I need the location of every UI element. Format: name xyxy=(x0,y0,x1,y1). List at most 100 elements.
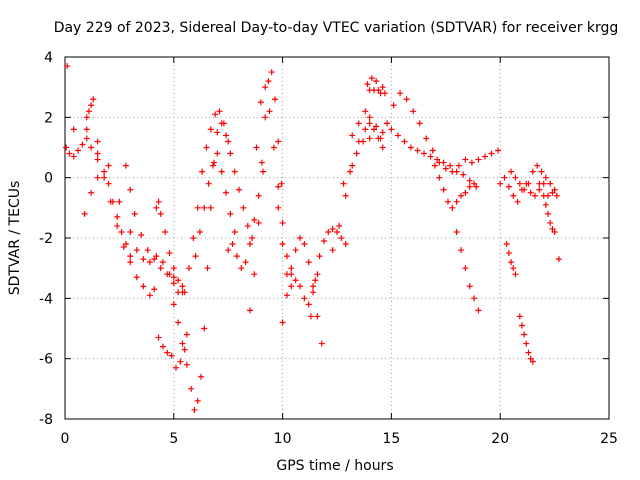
data-point xyxy=(312,277,318,283)
y-tick-label: 4 xyxy=(44,50,53,66)
series-t28 xyxy=(508,163,558,193)
data-point xyxy=(195,205,201,211)
data-point xyxy=(367,114,373,120)
data-point xyxy=(160,344,166,350)
data-point xyxy=(423,135,429,141)
series-t3 xyxy=(82,169,134,259)
data-point xyxy=(334,229,340,235)
data-point xyxy=(164,350,170,356)
data-point xyxy=(206,181,212,187)
x-tick-label: 10 xyxy=(274,431,292,447)
data-point xyxy=(338,235,344,241)
data-point xyxy=(88,190,94,196)
data-point xyxy=(330,247,336,253)
data-point xyxy=(321,238,327,244)
data-point xyxy=(262,84,268,90)
data-point xyxy=(506,184,512,190)
data-point xyxy=(191,407,197,413)
data-point xyxy=(216,108,222,114)
data-point xyxy=(219,169,225,175)
data-point xyxy=(184,332,190,338)
data-point xyxy=(186,265,192,271)
data-point xyxy=(528,190,534,196)
data-point xyxy=(114,223,120,229)
data-point xyxy=(275,184,281,190)
data-point xyxy=(380,84,386,90)
data-point xyxy=(362,108,368,114)
data-point xyxy=(458,193,464,199)
data-point xyxy=(171,280,177,286)
data-point xyxy=(232,169,238,175)
data-point xyxy=(138,232,144,238)
data-point xyxy=(536,181,542,187)
data-point xyxy=(195,398,201,404)
data-point xyxy=(336,223,342,229)
data-point xyxy=(380,129,386,135)
data-point xyxy=(445,199,451,205)
data-point xyxy=(314,313,320,319)
data-point xyxy=(275,205,281,211)
data-point xyxy=(306,259,312,265)
x-tick-label: 5 xyxy=(169,431,178,447)
series-t25 xyxy=(432,163,477,211)
data-point xyxy=(454,199,460,205)
data-point xyxy=(208,126,214,132)
data-point xyxy=(512,271,518,277)
series-t10 xyxy=(182,108,232,295)
data-point xyxy=(259,160,265,166)
data-point xyxy=(449,205,455,211)
series-t27 xyxy=(497,175,560,205)
data-point xyxy=(171,301,177,307)
y-tick-label: 2 xyxy=(44,110,53,126)
data-point xyxy=(84,126,90,132)
series-t31 xyxy=(517,313,536,364)
data-point xyxy=(343,193,349,199)
data-point xyxy=(151,286,157,292)
data-point xyxy=(482,154,488,160)
series-t12 xyxy=(225,169,266,272)
data-point xyxy=(330,226,336,232)
series-t19 xyxy=(330,120,386,253)
series-t17 xyxy=(280,235,325,347)
data-point xyxy=(232,229,238,235)
series-isolated xyxy=(64,63,562,262)
series-t23 xyxy=(378,90,502,174)
data-point xyxy=(280,241,286,247)
data-point xyxy=(458,247,464,253)
data-point xyxy=(360,138,366,144)
y-tick-label: -8 xyxy=(39,412,53,428)
data-point xyxy=(269,69,275,75)
data-point xyxy=(539,169,545,175)
x-tick-label: 25 xyxy=(600,431,618,447)
data-point xyxy=(462,157,468,163)
data-point xyxy=(203,145,209,151)
data-point xyxy=(441,160,447,166)
data-point xyxy=(319,341,325,347)
data-point xyxy=(86,108,92,114)
sdtvar-chart: Day 229 of 2023, Sidereal Day-to-day VTE… xyxy=(0,0,640,480)
data-point xyxy=(349,132,355,138)
data-point xyxy=(132,211,138,217)
data-point xyxy=(205,265,211,271)
data-point xyxy=(208,205,214,211)
data-point xyxy=(497,181,503,187)
data-point xyxy=(467,283,473,289)
data-point xyxy=(369,75,375,81)
data-point xyxy=(116,199,122,205)
data-point xyxy=(519,322,525,328)
data-point xyxy=(410,108,416,114)
data-point xyxy=(417,120,423,126)
series-t2 xyxy=(84,96,97,120)
data-point xyxy=(134,274,140,280)
data-point xyxy=(212,111,218,117)
data-point xyxy=(475,307,481,313)
data-point xyxy=(156,335,162,341)
axis-ticks: 0 5 10 15 20 25 -8 -6 -4 -2 0 2 4 xyxy=(39,50,618,447)
data-point xyxy=(471,295,477,301)
series-t11 xyxy=(193,151,238,260)
data-point xyxy=(469,160,475,166)
data-point xyxy=(253,145,259,151)
y-tick-label: 0 xyxy=(44,171,53,187)
data-point xyxy=(310,289,316,295)
data-point xyxy=(84,114,90,120)
